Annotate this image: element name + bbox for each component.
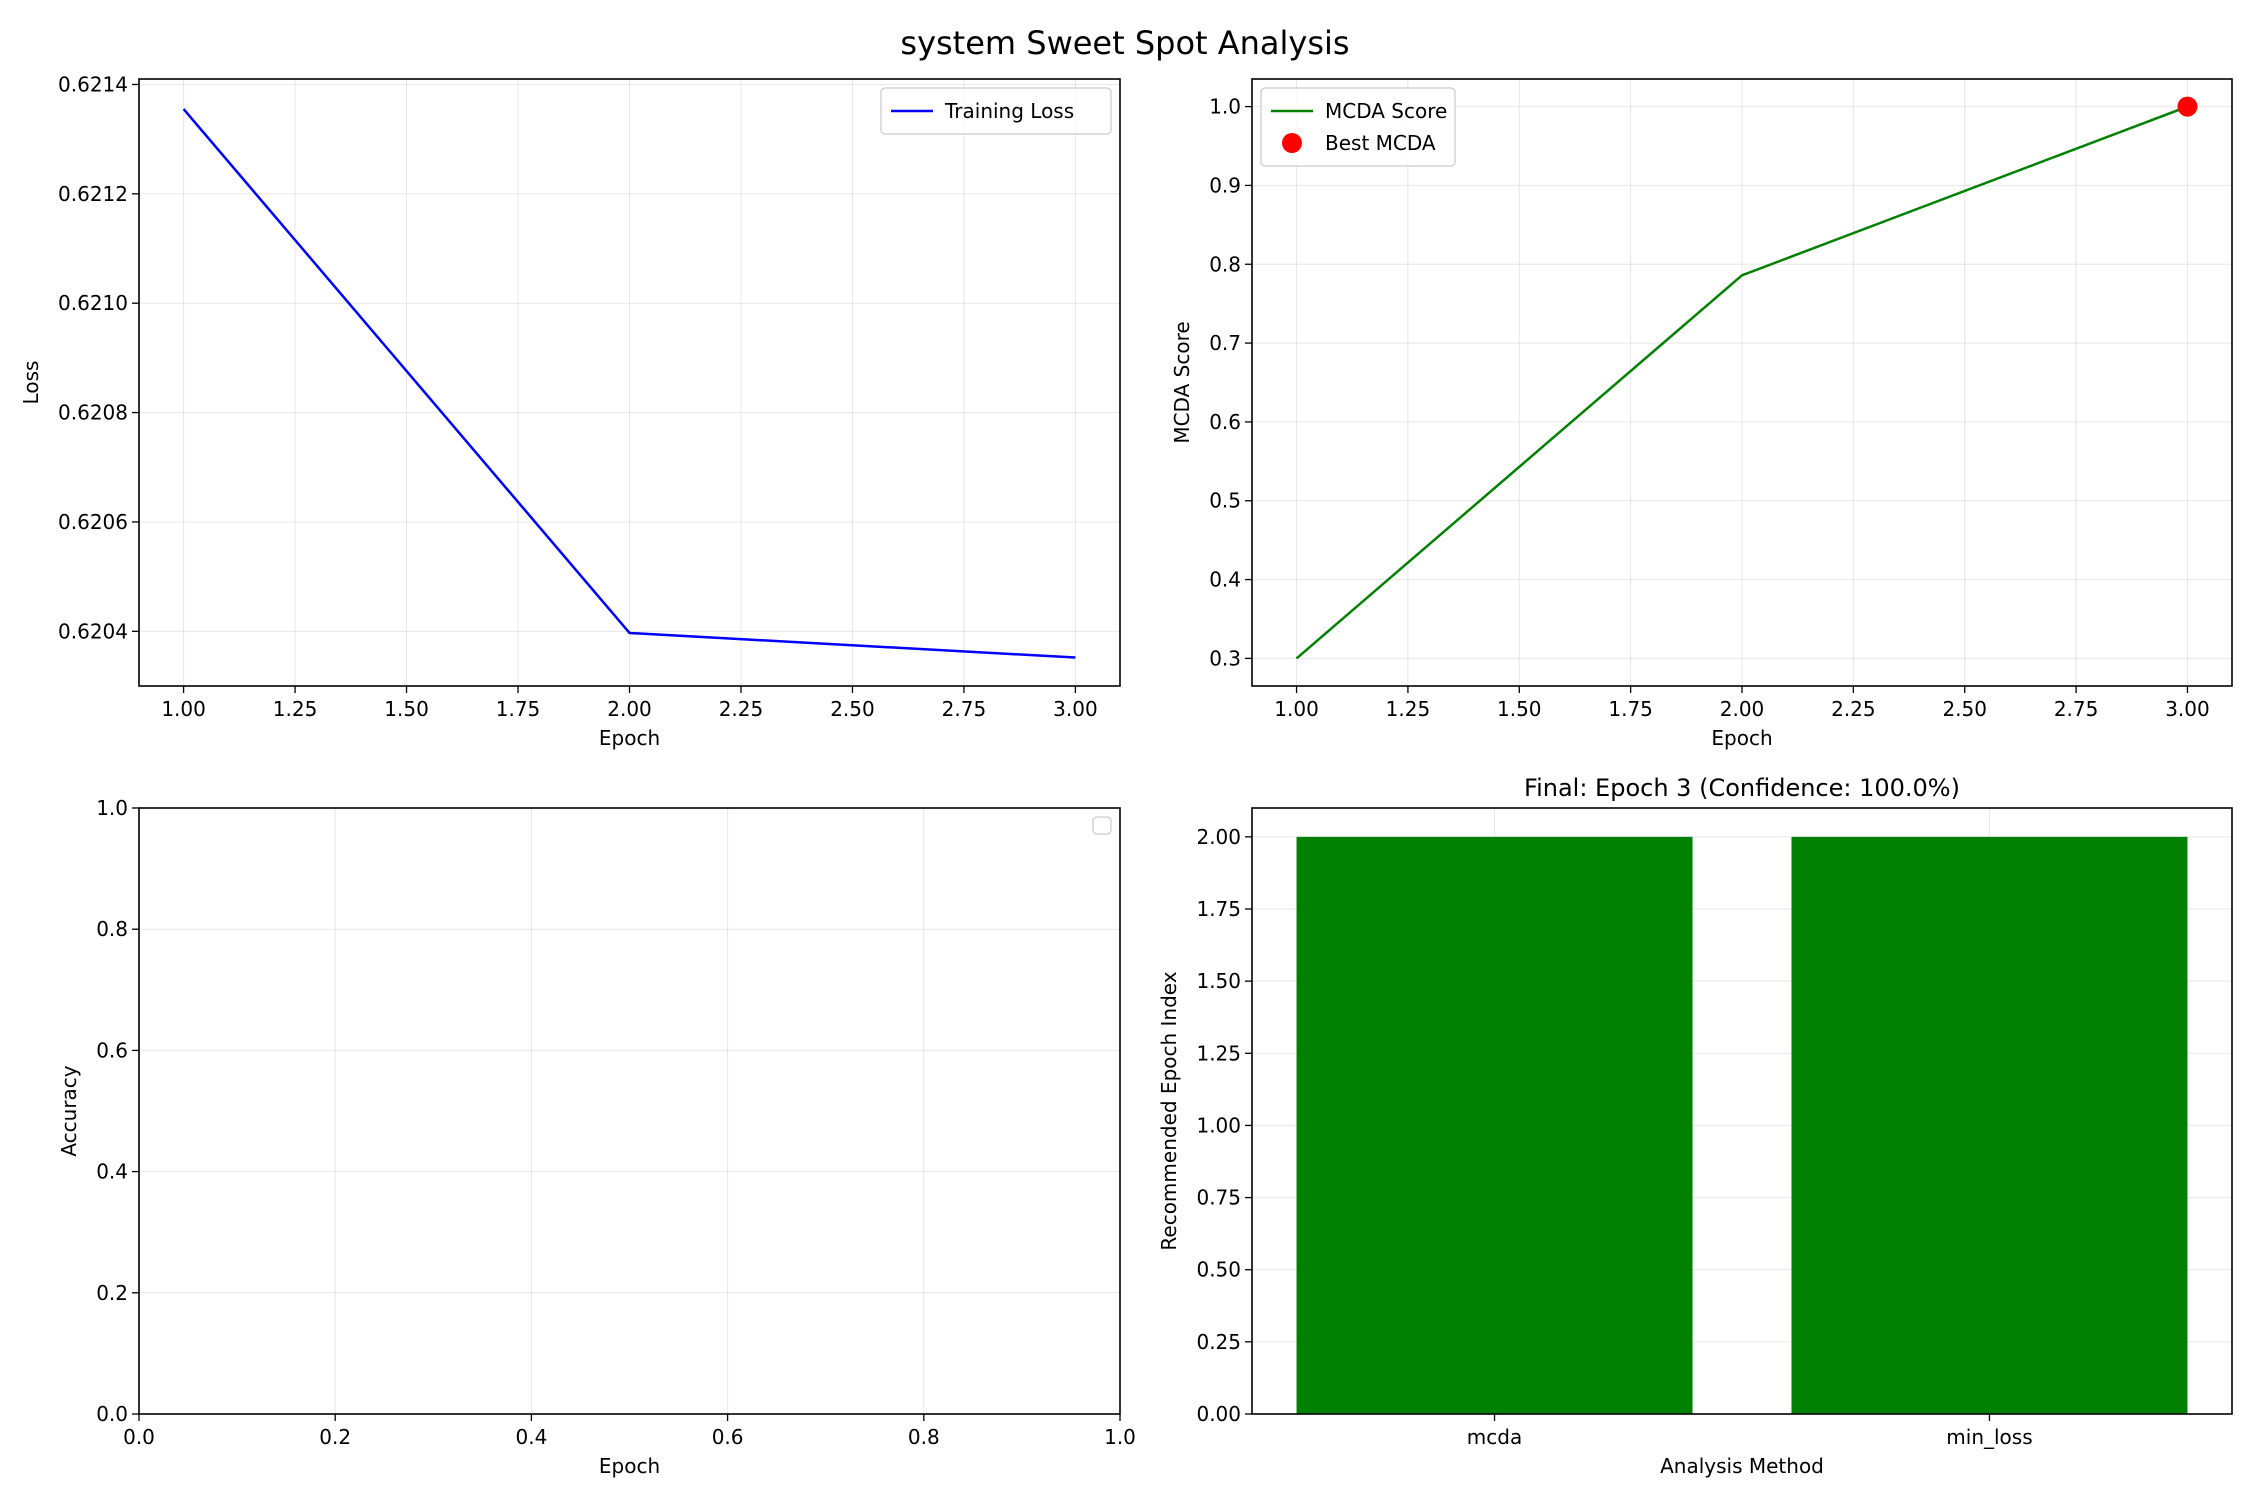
y-tick-label: 1.75 <box>1196 897 1241 921</box>
legend-label: Training Loss <box>944 99 1074 123</box>
x-tick-label: 0.2 <box>319 1425 351 1449</box>
y-tick-label: 0.5 <box>1209 489 1241 513</box>
figure-title: system Sweet Spot Analysis <box>900 24 1349 62</box>
y-tick-label: 0.7 <box>1209 331 1241 355</box>
x-tick-label: 2.75 <box>942 697 987 721</box>
y-tick-label: 0.9 <box>1209 173 1241 197</box>
y-axis-label: Loss <box>19 361 43 405</box>
y-tick-label: 0.6212 <box>58 182 128 206</box>
subplot-4: mcda min_loss 0.00 0.25 0.50 0.75 1.00 1.25 1.50… <box>1157 774 2233 1478</box>
subplot-2: 1.00 1.25 1.50 1.75 2.00 2.25 2.50 2.75 3.00 0.3 0… <box>1170 78 2233 750</box>
x-tick-label: 1.25 <box>273 697 318 721</box>
series-line-0 <box>182 108 1076 659</box>
y-tick-label: 2.00 <box>1196 825 1241 849</box>
x-tick-label: 3.00 <box>1053 697 1098 721</box>
y-tick-label: 0.6210 <box>58 291 128 315</box>
y-tick-label: 0.50 <box>1196 1258 1241 1282</box>
legend-label: Best MCDA <box>1325 131 1436 155</box>
y-tick-label: 1.50 <box>1196 969 1241 993</box>
x-axis-label: Epoch <box>599 1454 660 1478</box>
x-tick-label: 0.8 <box>908 1425 940 1449</box>
legend: Training Loss <box>880 87 1112 135</box>
x-tick-label: 1.00 <box>1274 697 1319 721</box>
x-axis-label: Epoch <box>599 726 660 750</box>
y-tick-label: 0.0 <box>96 1402 128 1426</box>
y-tick-label: 0.2 <box>96 1281 128 1305</box>
legend-label: MCDA Score <box>1325 99 1447 123</box>
legend <box>1092 816 1112 835</box>
y-tick-label: 0.00 <box>1196 1402 1241 1426</box>
axes-frame <box>1251 807 2233 1415</box>
x-axis-label: Epoch <box>1711 726 1772 750</box>
x-tick-label: min_loss <box>1946 1425 2032 1449</box>
subplot-1: 1.00 1.25 1.50 1.75 2.00 2.25 2.50 2.75 3.00 0.62… <box>19 72 1121 750</box>
x-tick-label: 2.25 <box>1831 697 1876 721</box>
x-axis-label: Analysis Method <box>1660 1454 1824 1478</box>
y-tick-label: 0.75 <box>1196 1186 1241 1210</box>
series-line-0 <box>1295 105 2188 660</box>
legend: MCDA Score Best MCDA <box>1260 87 1456 167</box>
x-tick-label: 0.0 <box>123 1425 155 1449</box>
y-tick-label: 0.6 <box>1209 410 1241 434</box>
subplot-grid: 1.00 1.25 1.50 1.75 2.00 2.25 2.50 2.75 3.000.62… <box>19 72 2233 1478</box>
y-axis-label: MCDA Score <box>1170 321 1194 443</box>
x-tick-label: 1.75 <box>496 697 541 721</box>
axes-frame <box>138 807 1121 1415</box>
legend-marker-swatch <box>1282 133 1302 153</box>
x-tick-label: 2.00 <box>607 697 652 721</box>
y-tick-label: 0.4 <box>96 1160 128 1184</box>
x-tick-label: 1.75 <box>1608 697 1653 721</box>
y-tick-label: 0.3 <box>1209 646 1241 670</box>
y-tick-label: 1.00 <box>1196 1113 1241 1137</box>
y-tick-label: 0.8 <box>1209 252 1241 276</box>
y-tick-label: 1.0 <box>1209 95 1241 119</box>
y-axis-label: Accuracy <box>57 1065 81 1156</box>
legend-box <box>880 87 1112 135</box>
x-tick-label: 1.50 <box>1497 697 1542 721</box>
x-tick-label: mcda <box>1467 1425 1522 1449</box>
y-tick-label: 1.25 <box>1196 1041 1241 1065</box>
y-tick-label: 0.25 <box>1196 1330 1241 1354</box>
bar-min_loss <box>1791 836 2188 1414</box>
x-tick-label: 2.50 <box>1942 697 1987 721</box>
y-tick-label: 0.6 <box>96 1038 128 1062</box>
legend-box <box>1092 816 1112 835</box>
legend-box <box>1260 87 1456 167</box>
y-tick-label: 0.6204 <box>58 619 128 643</box>
x-tick-label: 2.50 <box>830 697 875 721</box>
x-tick-label: 3.00 <box>2165 697 2210 721</box>
x-tick-label: 2.75 <box>2054 697 2099 721</box>
x-tick-label: 1.25 <box>1386 697 1431 721</box>
y-axis-label: Recommended Epoch Index <box>1157 971 1181 1250</box>
x-tick-label: 2.00 <box>1720 697 1765 721</box>
y-tick-label: 0.8 <box>96 917 128 941</box>
y-tick-label: 0.6214 <box>58 72 128 96</box>
x-tick-label: 0.6 <box>712 1425 744 1449</box>
x-tick-label: 1.00 <box>161 697 206 721</box>
y-tick-label: 0.6206 <box>58 510 128 534</box>
x-tick-label: 1.0 <box>1104 1425 1136 1449</box>
bar-mcda <box>1296 836 1693 1414</box>
y-tick-label: 0.4 <box>1209 568 1241 592</box>
x-tick-label: 1.50 <box>384 697 429 721</box>
subplot-title: Final: Epoch 3 (Confidence: 100.0%) <box>1524 774 1960 802</box>
series-point-1 <box>2177 96 2198 117</box>
y-tick-label: 1.0 <box>96 796 128 820</box>
y-tick-label: 0.6208 <box>58 401 128 425</box>
x-tick-label: 2.25 <box>719 697 764 721</box>
x-tick-label: 0.4 <box>515 1425 547 1449</box>
subplot-3: 0.0 0.2 0.4 0.6 0.8 1.0 0.0 0.2 0.4 0.6 0.8 1.0 Epoc… <box>57 796 1136 1478</box>
